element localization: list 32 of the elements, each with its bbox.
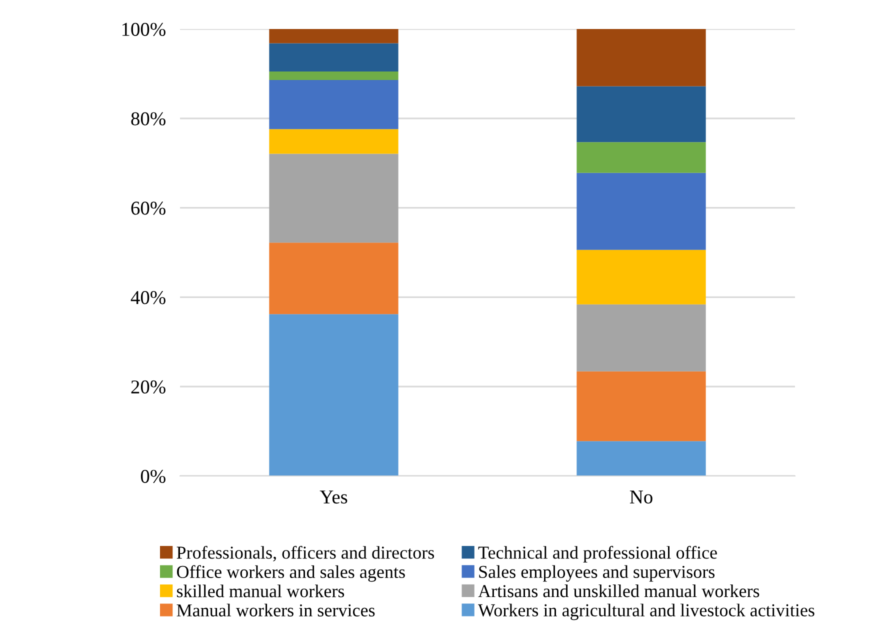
- bar: [576, 142, 706, 173]
- y-tick-label: 0%: [140, 470, 166, 483]
- bar: [269, 242, 398, 314]
- legend-label: Sales employees and supervisors: [479, 565, 715, 582]
- bar: [269, 314, 398, 476]
- x-tick-label: No: [630, 490, 652, 504]
- y-tick-label: 60%: [131, 202, 166, 215]
- legend-label: Workers in agricultural and livestock activities: [478, 604, 814, 620]
- y-tick-label: 80%: [131, 112, 166, 126]
- bar: [576, 86, 706, 142]
- x-tick-label: Yes: [320, 490, 348, 504]
- bar: [269, 29, 398, 44]
- bar: [576, 441, 706, 476]
- bar: [576, 172, 706, 250]
- y-tick-label: 20%: [131, 380, 166, 394]
- bar: [269, 43, 398, 72]
- bar: [576, 371, 706, 442]
- legend-label: skilled manual workers: [177, 584, 344, 598]
- y-tick-label: 40%: [130, 291, 166, 304]
- bar: [269, 80, 398, 130]
- bar: [576, 29, 706, 86]
- bar: [576, 250, 706, 304]
- legend-label: Professionals, officers and directors: [176, 546, 434, 562]
- legend-label: Manual workers in services: [176, 604, 375, 616]
- legend-label: Office workers and sales agents: [177, 565, 405, 582]
- bar: [269, 154, 398, 243]
- bar: [269, 129, 398, 154]
- legend-label: Artisans and unskilled manual workers: [478, 584, 760, 598]
- bar: [269, 71, 398, 80]
- y-tick-label: 100%: [122, 22, 166, 36]
- bar: [576, 304, 706, 372]
- legend-label: Technical and professional office: [478, 546, 717, 562]
